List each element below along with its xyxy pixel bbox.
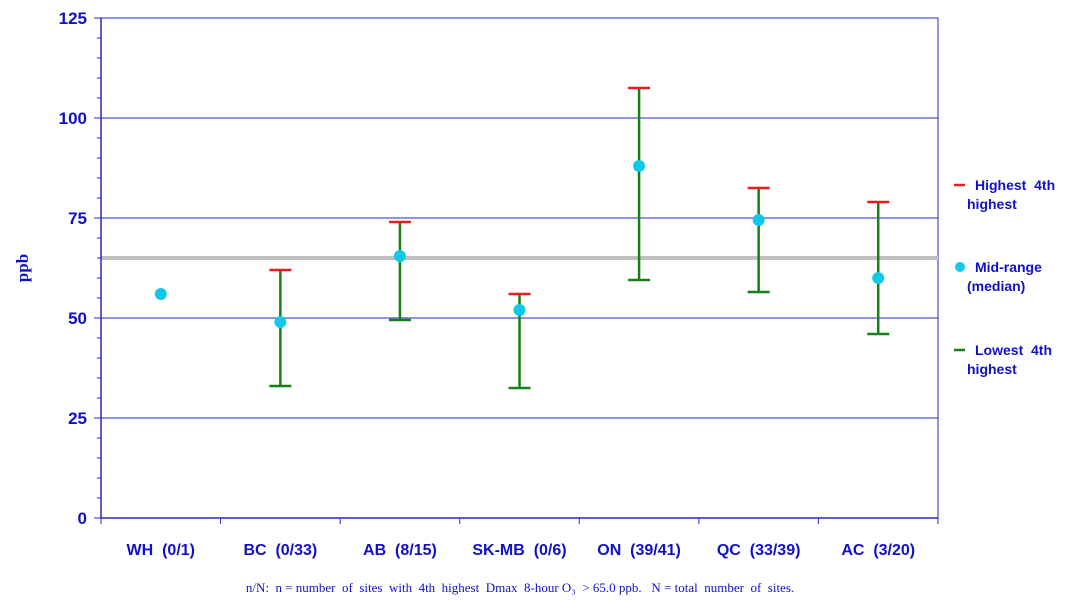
y-tick-label: 0 (78, 509, 87, 528)
y-axis-label: ppb (13, 254, 32, 282)
legend-label: Lowest 4th highest (967, 342, 1052, 377)
x-tick-label: QC (33/39) (717, 542, 801, 559)
median-point (872, 272, 885, 284)
median-point (633, 160, 646, 172)
legend-label: Highest 4th highest (967, 177, 1055, 212)
legend-median-marker (955, 262, 965, 272)
legend: Highest 4th highest Mid-range (median) Lowes… (954, 177, 1055, 377)
y-axis-ticks: 0 25 50 75 100 125 (59, 9, 87, 528)
y-tick-label: 50 (68, 309, 87, 328)
x-tick-label: AC (3/20) (841, 542, 915, 559)
legend-label: Mid-range (median) (967, 259, 1042, 294)
y-tick-label: 125 (59, 9, 87, 28)
legend-item: Highest 4th highest (954, 177, 1055, 212)
median-point (393, 250, 406, 262)
x-tick-label: BC (0/33) (243, 542, 317, 559)
median-point (513, 304, 526, 316)
grid-lines (101, 17, 939, 518)
legend-item: Mid-range (median) (955, 259, 1042, 294)
y-tick-label: 75 (68, 209, 87, 228)
axes (94, 17, 939, 524)
x-tick-label: AB (8/15) (363, 542, 437, 559)
x-axis-categories: WH (0/1) BC (0/33) AB (8/15) SK-MB (0/6) ON … (127, 542, 916, 559)
median-point (752, 214, 765, 226)
footnote: n/N: n = number of sites with 4th highes… (246, 580, 794, 595)
legend-item: Lowest 4th highest (954, 342, 1052, 377)
x-tick-label: SK-MB (0/6) (472, 542, 566, 559)
y-tick-label: 25 (68, 409, 87, 428)
y-tick-label: 100 (59, 109, 87, 128)
x-tick-label: ON (39/41) (597, 542, 681, 559)
median-point (154, 288, 167, 300)
median-point (274, 316, 287, 328)
plot-marks (154, 86, 890, 390)
x-tick-label: WH (0/1) (127, 542, 195, 559)
